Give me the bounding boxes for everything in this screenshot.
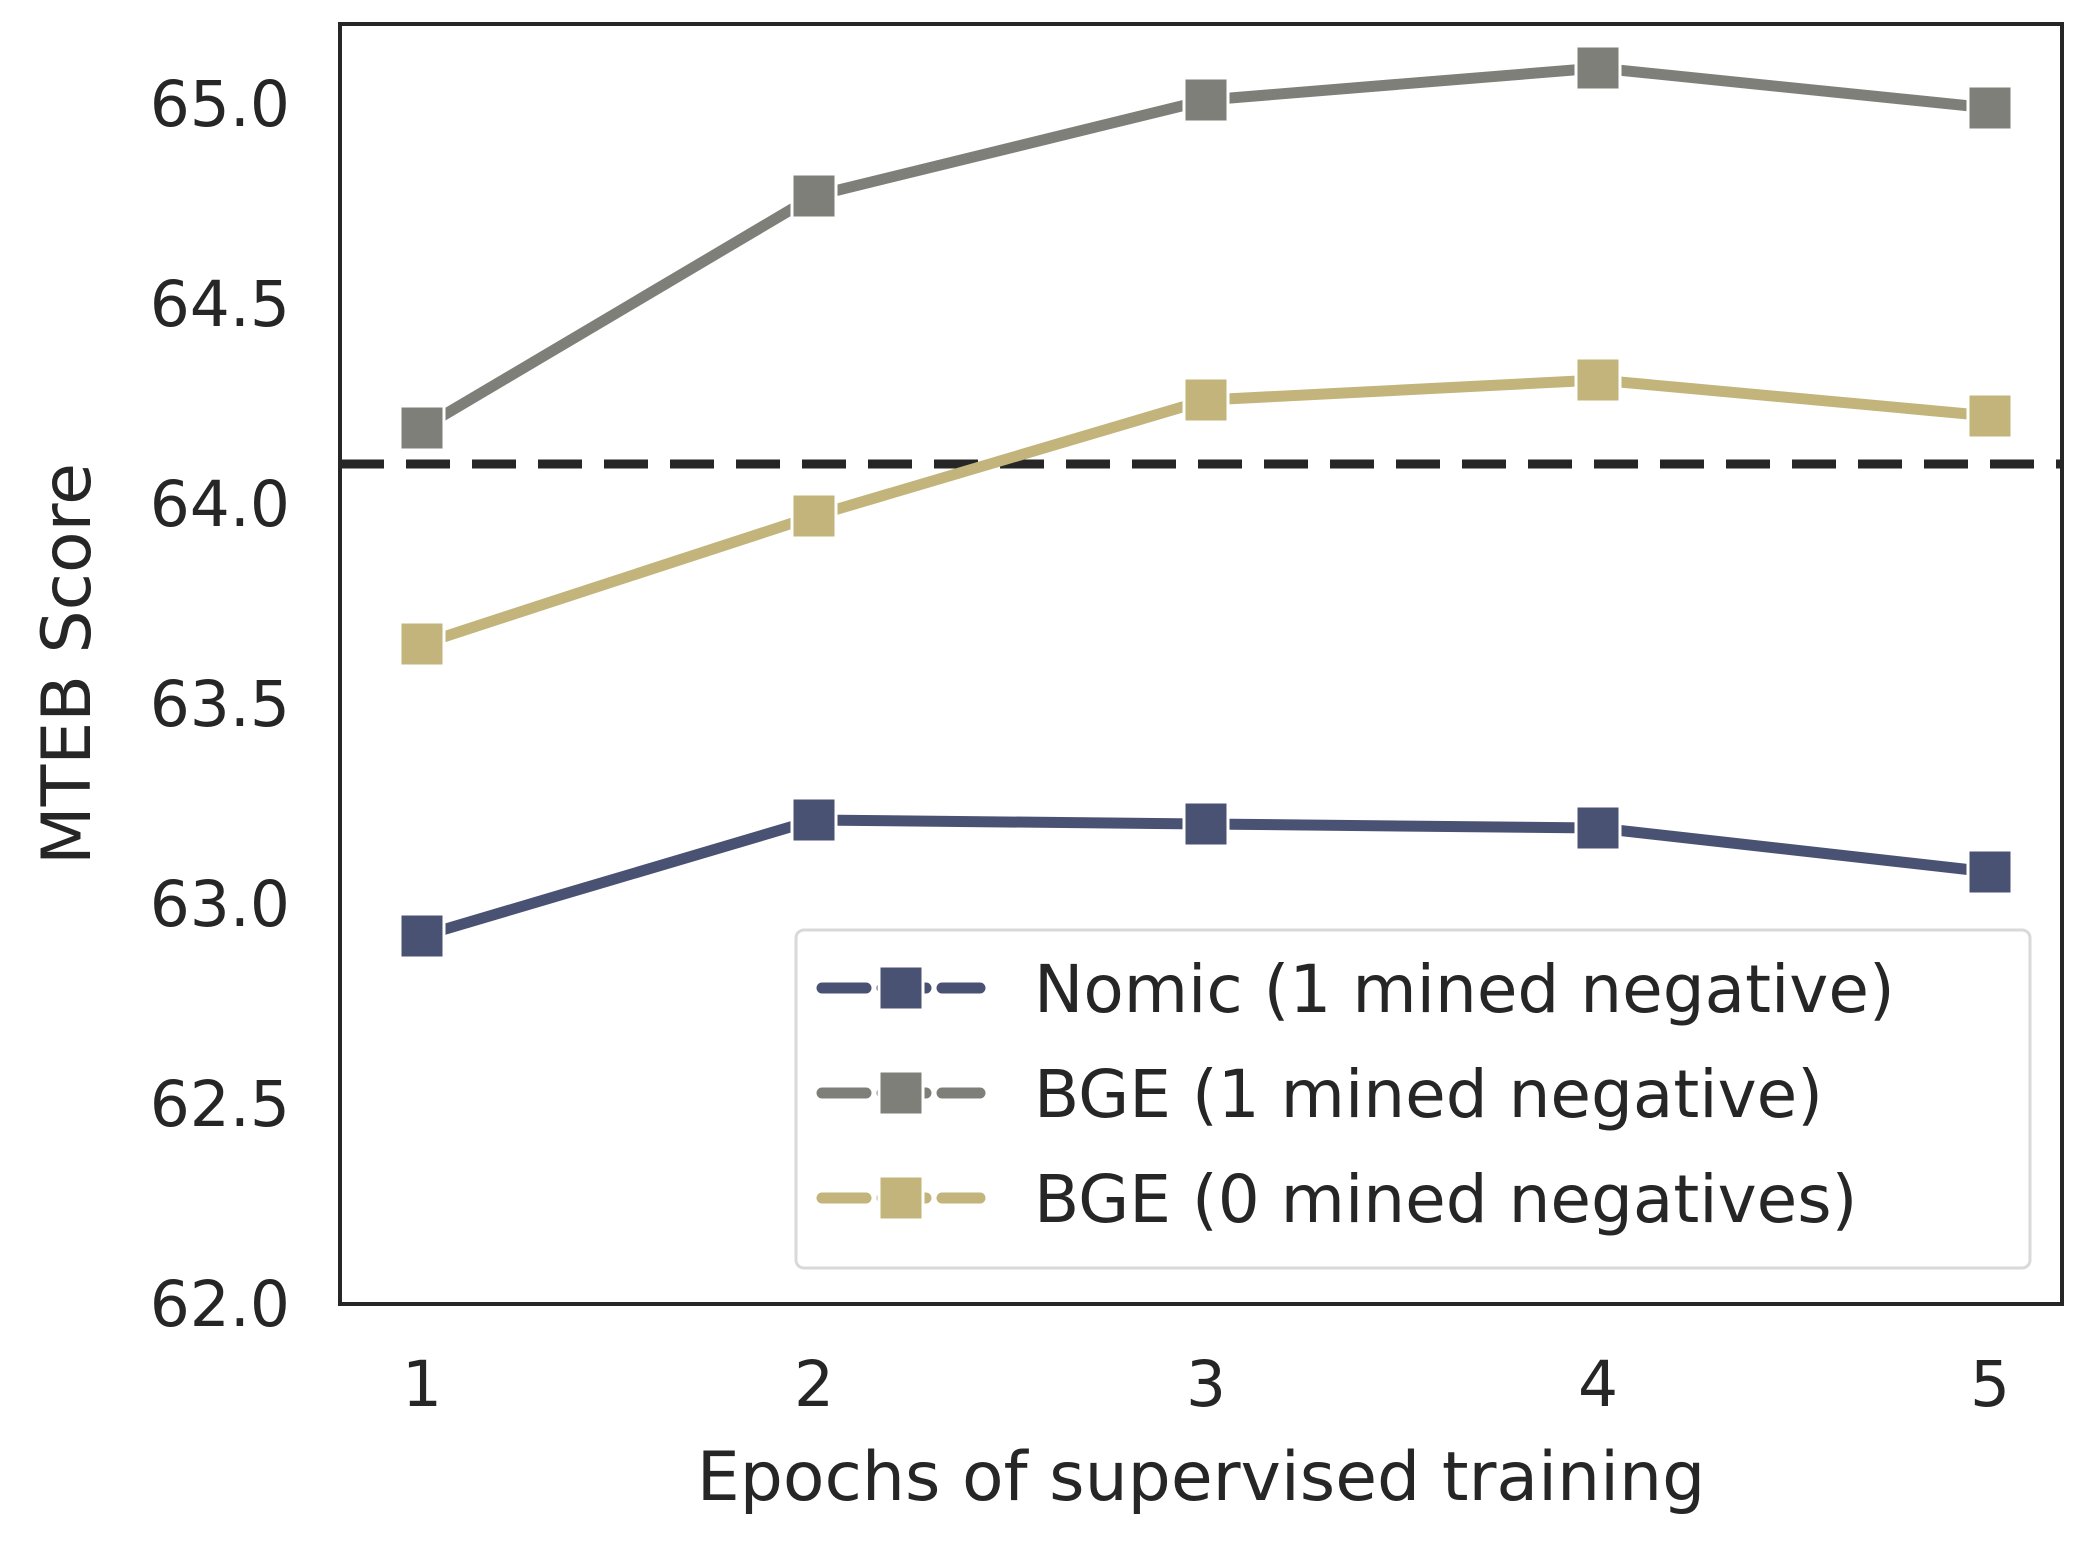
- data-point-marker: [1574, 804, 1622, 852]
- x-tick-label: 1: [402, 1348, 442, 1421]
- legend-swatch-marker: [877, 1174, 925, 1222]
- legend: Nomic (1 mined negative) BGE (1 mined neg…: [794, 928, 2032, 1270]
- legend-swatch-marker: [877, 964, 925, 1012]
- data-point-marker: [398, 620, 446, 668]
- x-axis-label: Epochs of supervised training: [697, 1438, 1706, 1517]
- data-point-marker: [398, 404, 446, 452]
- plot-frame: [338, 22, 2064, 1306]
- data-point-marker: [1966, 84, 2014, 132]
- x-tick-label: 4: [1578, 1348, 1618, 1421]
- y-tick-label: 63.5: [150, 668, 290, 741]
- y-tick-label: 62.0: [150, 1268, 290, 1341]
- x-tick-label: 5: [1970, 1348, 2010, 1421]
- x-tick-label: 2: [794, 1348, 834, 1421]
- data-point-marker: [1182, 800, 1230, 848]
- data-point-marker: [790, 796, 838, 844]
- legend-box: [794, 928, 2032, 1270]
- data-point-marker: [1966, 848, 2014, 896]
- legend-label: BGE (1 mined negative): [1034, 1056, 1823, 1133]
- data-point-marker: [1182, 76, 1230, 124]
- x-axis-ticks: 1 2 3 4 5: [402, 1348, 2010, 1421]
- data-point-marker: [1574, 356, 1622, 404]
- y-tick-label: 63.0: [150, 868, 290, 941]
- legend-swatch-marker: [877, 1069, 925, 1117]
- x-tick-label: 3: [1186, 1348, 1226, 1421]
- legend-entry: Nomic (1 mined negative): [816, 951, 1895, 1028]
- y-tick-label: 65.0: [150, 68, 290, 141]
- plot-area: [340, 44, 2062, 960]
- legend-label: Nomic (1 mined negative): [1034, 951, 1895, 1028]
- data-point-marker: [1574, 44, 1622, 92]
- data-point-marker: [790, 172, 838, 220]
- legend-entry: BGE (1 mined negative): [816, 1056, 1823, 1133]
- data-point-marker: [790, 492, 838, 540]
- legend-label: BGE (0 mined negatives): [1034, 1161, 1857, 1238]
- y-tick-label: 64.5: [150, 268, 290, 341]
- y-tick-label: 62.5: [150, 1068, 290, 1141]
- y-axis-ticks: 62.0 62.5 63.0 63.5 64.0 64.5 65.0: [150, 68, 290, 1341]
- data-point-marker: [1966, 392, 2014, 440]
- y-tick-label: 64.0: [150, 468, 290, 541]
- y-axis-label: MTEB Score: [28, 463, 107, 865]
- data-point-marker: [398, 912, 446, 960]
- legend-entry: BGE (0 mined negatives): [816, 1161, 1857, 1238]
- data-point-marker: [1182, 376, 1230, 424]
